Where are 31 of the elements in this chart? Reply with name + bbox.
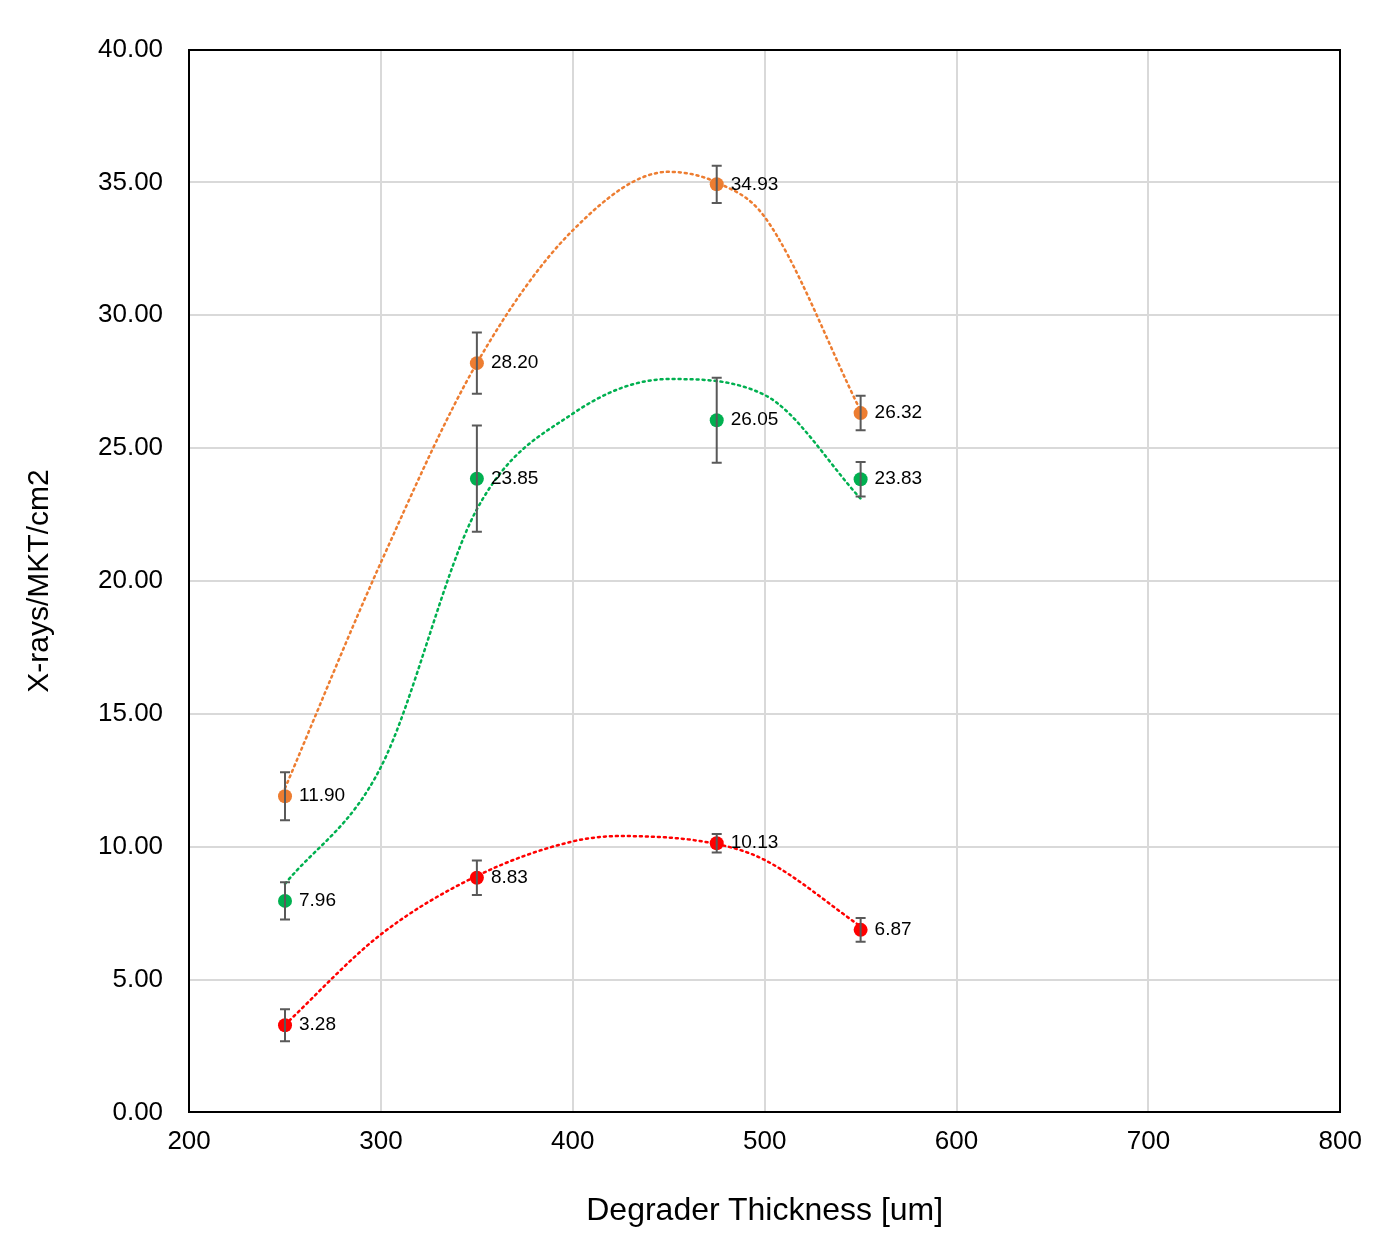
data-label: 26.05 <box>730 408 779 430</box>
data-label: 3.28 <box>299 1013 336 1035</box>
y-tick-label: 30.00 <box>97 298 164 329</box>
line-series <box>283 377 862 886</box>
y-tick-label: 5.00 <box>112 962 164 993</box>
data-label: 26.32 <box>874 401 923 423</box>
x-tick-label: 400 <box>551 1125 595 1156</box>
data-label: 11.90 <box>299 784 346 806</box>
y-tick-label: 10.00 <box>97 829 164 860</box>
data-label: 34.93 <box>730 172 779 194</box>
data-label: 8.83 <box>490 866 528 888</box>
x-tick-label: 700 <box>1126 1125 1171 1156</box>
x-tick-label: 300 <box>359 1125 403 1156</box>
x-tick-label: 200 <box>167 1125 211 1156</box>
data-label: 23.85 <box>490 466 539 488</box>
y-axis-title: X-rays/MKT/cm2 <box>21 469 55 693</box>
y-tick-label: 20.00 <box>97 564 164 595</box>
y-tick-label: 35.00 <box>97 165 164 196</box>
y-tick-label: 0.00 <box>112 1095 164 1126</box>
x-tick-label: 600 <box>934 1125 979 1156</box>
data-label: 7.96 <box>299 889 336 911</box>
y-tick-label: 40.00 <box>97 32 164 63</box>
data-label: 6.87 <box>874 918 912 940</box>
x-tick-label: 500 <box>742 1125 787 1156</box>
data-label: 10.13 <box>730 831 779 853</box>
y-tick-label: 15.00 <box>97 697 164 728</box>
x-axis-title: Degrader Thickness [um] <box>586 1190 944 1227</box>
data-label: 28.20 <box>490 351 539 373</box>
data-label: 23.83 <box>874 467 923 489</box>
y-tick-label: 25.00 <box>97 431 164 462</box>
x-tick-label: 800 <box>1318 1125 1363 1156</box>
